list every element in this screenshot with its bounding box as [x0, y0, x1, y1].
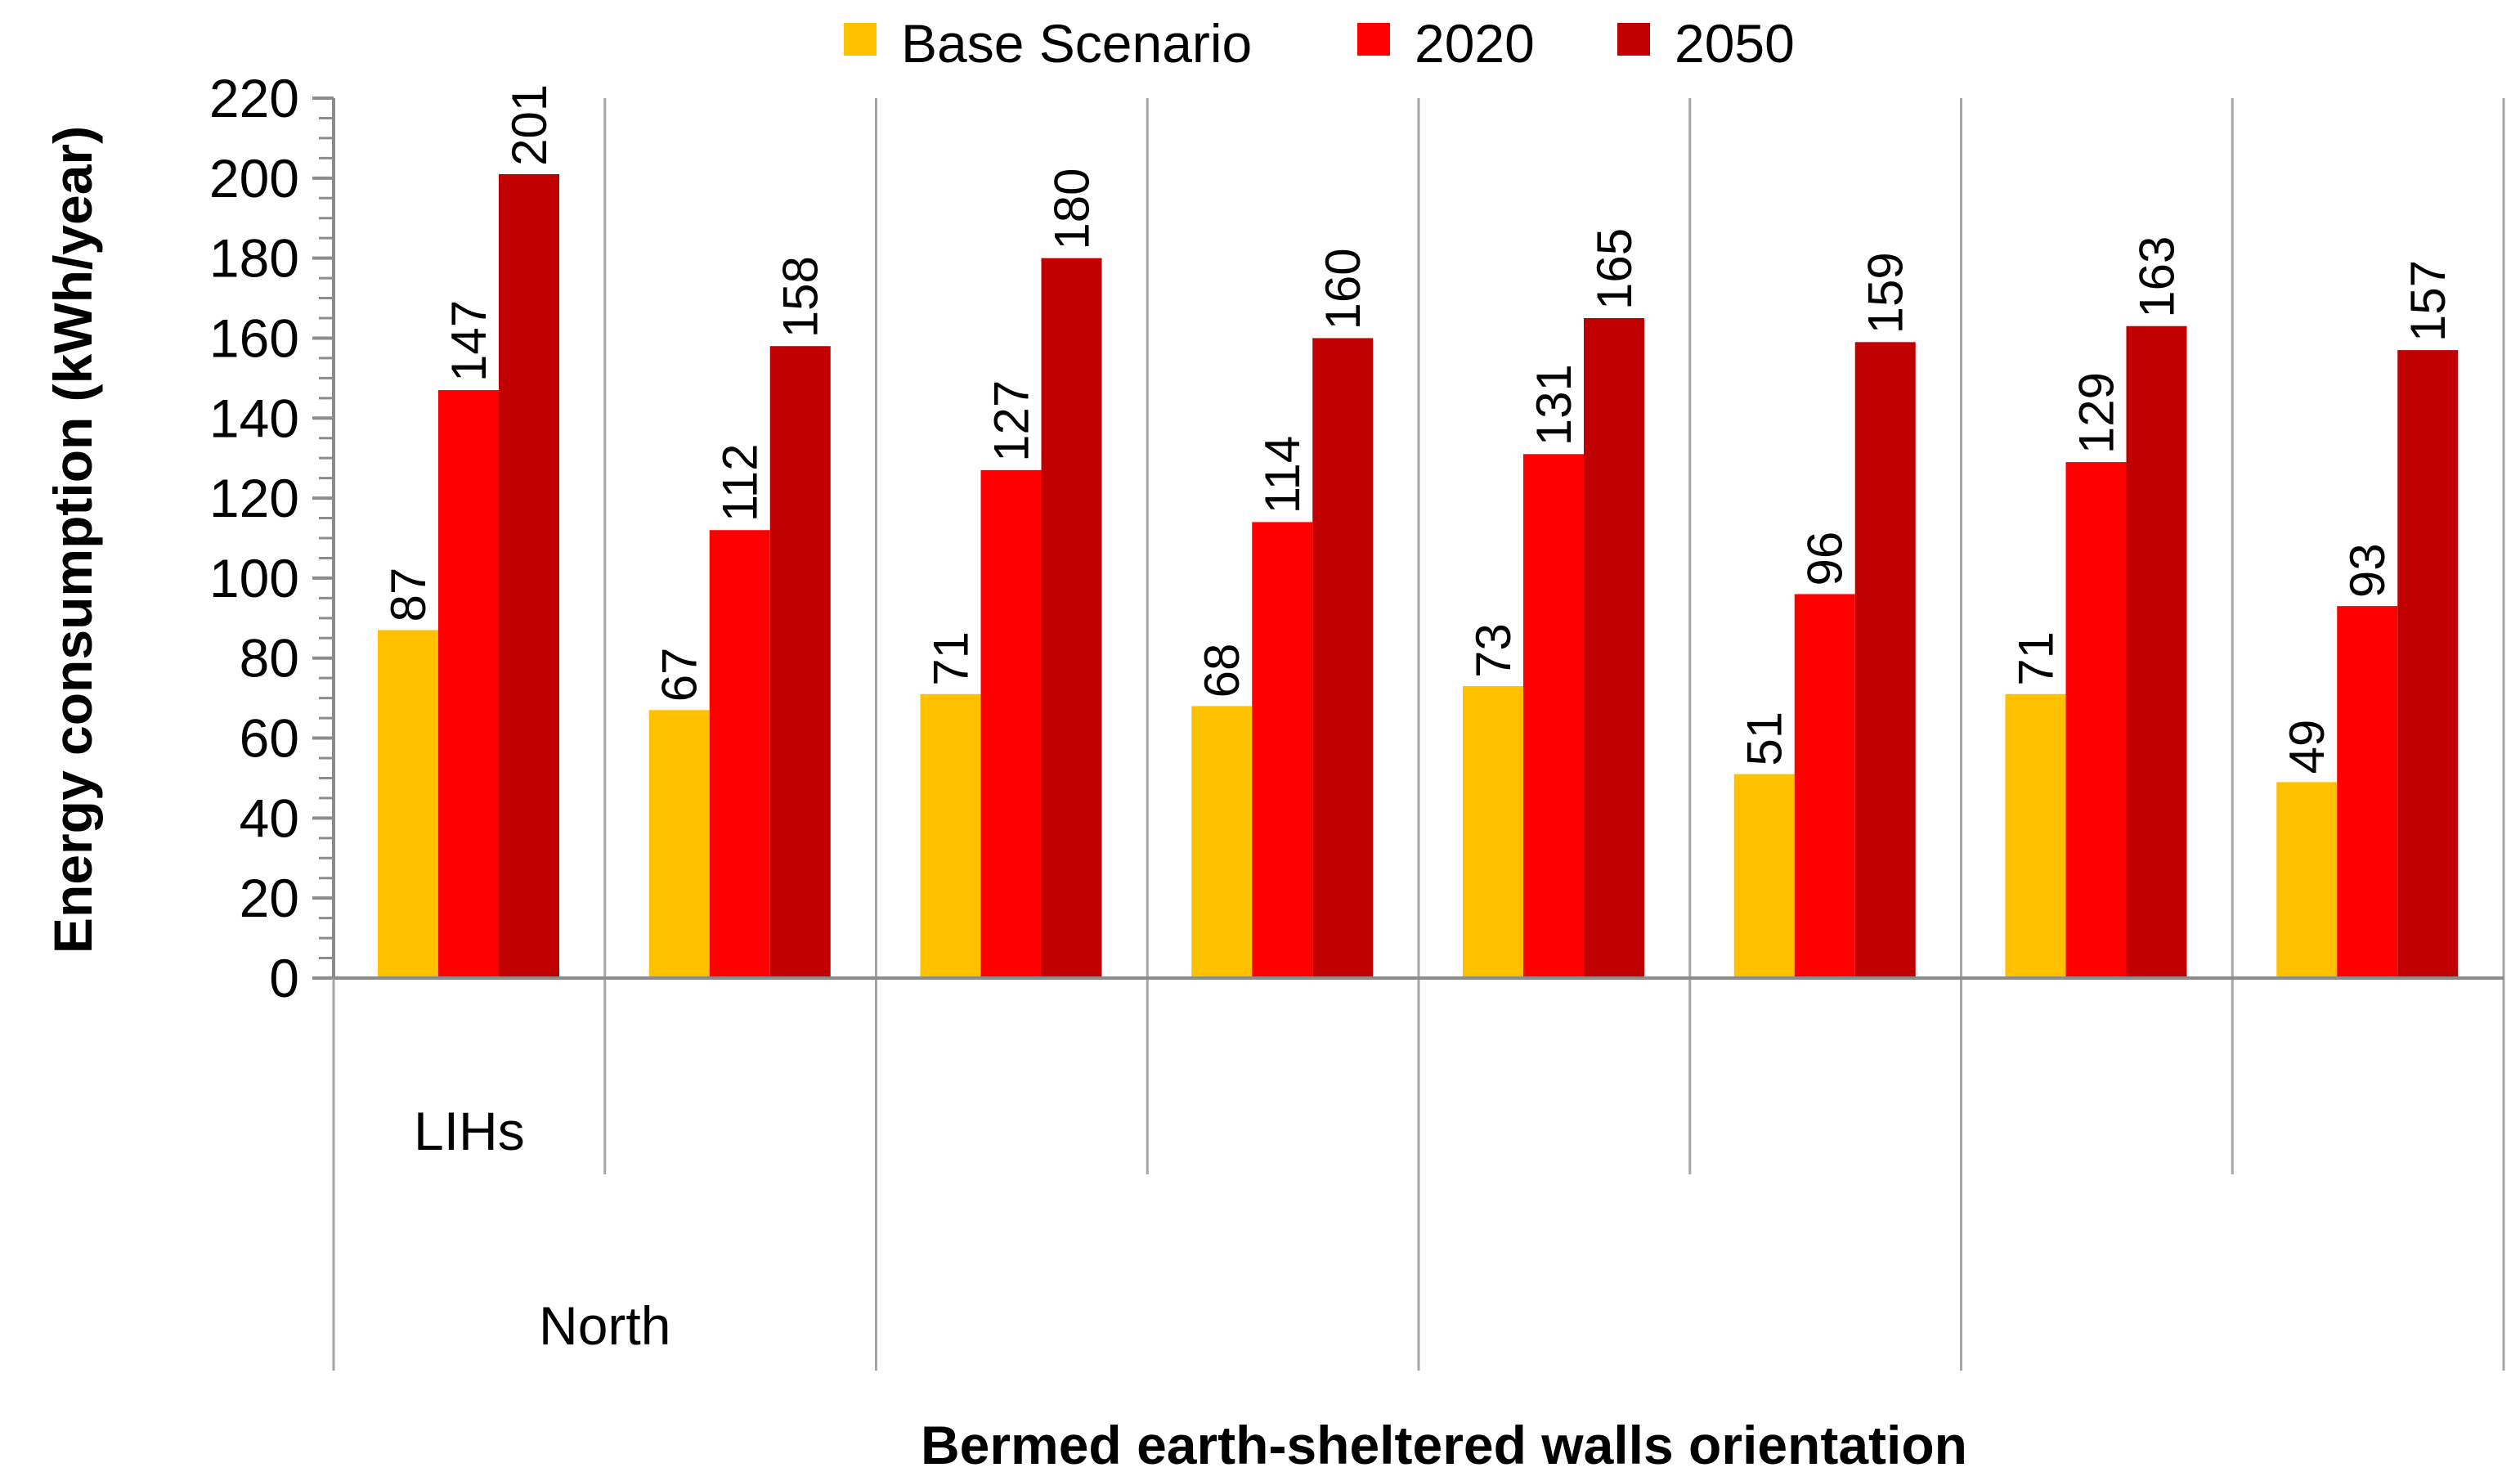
y-tick-label: 60 [240, 708, 299, 769]
legend-label: 2020 [1415, 13, 1535, 74]
bar [378, 630, 438, 978]
data-label: 67 [652, 648, 707, 702]
data-label: 93 [2340, 543, 2395, 598]
group-label-level1: LIHs [414, 1101, 525, 1161]
x-axis-title: Bermed earth-sheltered walls orientation [921, 1415, 1967, 1475]
y-axis: 0 20 40 60 80 100 120 140 160 180 200 220 [209, 68, 335, 1008]
bar [2005, 693, 2066, 978]
data-label: 114 [1255, 436, 1310, 514]
legend-swatch [844, 23, 877, 56]
y-tick-label: 0 [269, 948, 299, 1008]
data-label: 180 [1045, 168, 1100, 250]
category-separators [332, 98, 2505, 1371]
y-tick-label: 100 [209, 548, 299, 608]
data-label: 73 [1466, 623, 1521, 678]
bar [2337, 606, 2398, 978]
y-tick-label: 20 [240, 868, 299, 928]
bar [1191, 706, 1253, 978]
bar [499, 173, 559, 979]
category-labels: LIHs North [414, 1101, 670, 1356]
y-tick-label: 120 [209, 468, 299, 528]
y-tick-label: 180 [209, 228, 299, 289]
bar [920, 693, 981, 978]
bar [648, 710, 710, 978]
y-tick-label: 160 [209, 307, 299, 368]
y-tick-label: 200 [209, 148, 299, 209]
data-label: 112 [713, 444, 768, 523]
y-tick-label: 220 [209, 68, 299, 128]
bar [1252, 522, 1313, 978]
y-tick-label: 140 [209, 388, 299, 448]
legend-swatch [1617, 23, 1650, 56]
data-label: 160 [1316, 248, 1370, 330]
legend-swatch [1357, 23, 1390, 56]
bar [1523, 454, 1584, 978]
data-label: 127 [984, 380, 1039, 462]
data-labels: 87 67 71 68 73 51 71 49 147 112 127 114 131 96 129 93 20… [381, 84, 2455, 774]
data-label: 163 [2130, 236, 2185, 318]
bar [1584, 318, 1644, 978]
bar [1854, 342, 1916, 978]
bar [1041, 258, 1102, 978]
legend: Base Scenario 2020 2050 [844, 13, 1795, 74]
bar [1463, 685, 1523, 978]
data-label: 159 [1859, 252, 1913, 334]
data-label: 158 [773, 256, 828, 338]
bar [2276, 782, 2338, 978]
legend-label: Base Scenario [901, 13, 1252, 74]
data-label: 201 [502, 84, 557, 166]
bars [378, 173, 2459, 979]
bar [1312, 338, 1374, 978]
data-label: 165 [1587, 228, 1642, 310]
bar [2397, 350, 2459, 978]
bar [709, 530, 770, 978]
bar [438, 390, 499, 978]
y-axis-title: Energy consumption (kWh/year) [43, 126, 103, 954]
data-label: 131 [1527, 364, 1581, 446]
data-label: 157 [2401, 260, 2455, 342]
bar [769, 346, 831, 979]
group-label-level2: North [539, 1295, 670, 1356]
data-label: 49 [2280, 720, 2334, 774]
bar [2126, 325, 2187, 978]
bar [2065, 462, 2127, 978]
y-tick-label: 80 [240, 628, 299, 689]
bar [1794, 594, 1855, 978]
data-label: 51 [1738, 711, 1792, 766]
data-label: 87 [381, 568, 436, 622]
bar [980, 469, 1042, 978]
data-label: 68 [1195, 644, 1249, 698]
data-label: 71 [2009, 631, 2064, 686]
data-label: 129 [2069, 372, 2124, 454]
y-tick-label: 40 [240, 788, 299, 848]
bar [1733, 774, 1795, 978]
data-label: 71 [924, 631, 979, 686]
data-label: 147 [442, 300, 496, 382]
legend-label: 2050 [1675, 13, 1795, 74]
data-label: 96 [1798, 532, 1853, 586]
